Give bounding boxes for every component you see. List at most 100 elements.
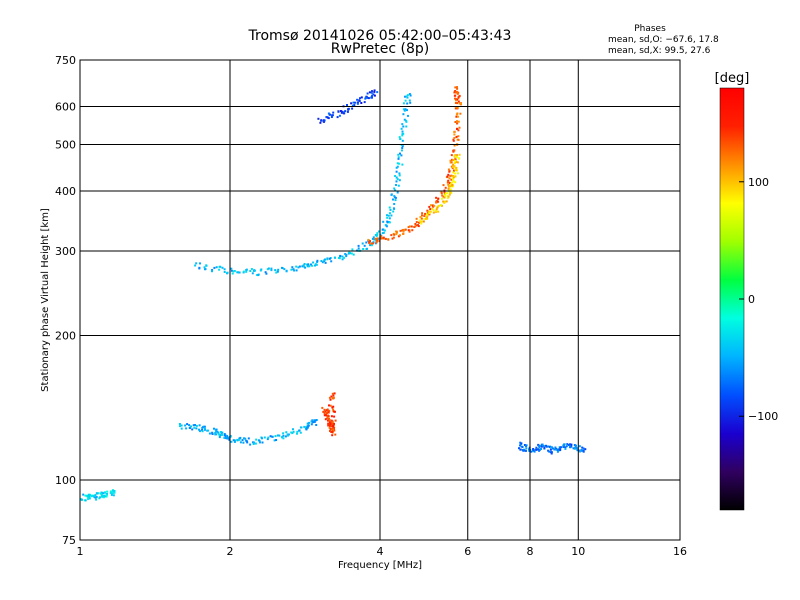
- scatter-point: [563, 443, 565, 446]
- scatter-point: [366, 96, 369, 99]
- x-axis: 1 2 4 6 8 10 16: [77, 545, 688, 558]
- scatter-point: [451, 177, 454, 180]
- scatter-point: [234, 439, 236, 442]
- scatter-point: [450, 174, 453, 177]
- scatter-point: [310, 423, 313, 426]
- scatter-point: [292, 430, 295, 433]
- scatter-point: [328, 404, 330, 407]
- scatter-point: [229, 435, 232, 438]
- scatter-point: [399, 138, 402, 140]
- scatter-point: [199, 262, 201, 265]
- scatter-point: [411, 229, 414, 232]
- scatter-point: [223, 271, 226, 273]
- scatter-point: [452, 176, 455, 179]
- plot-frame: [79, 59, 681, 541]
- scatter-point: [334, 433, 337, 436]
- scatter-point: [454, 121, 457, 123]
- scatter-point: [343, 256, 345, 259]
- scatter-point: [95, 496, 98, 498]
- scatter-point: [402, 102, 405, 105]
- scatter-point: [308, 265, 311, 268]
- scatter-point: [572, 447, 575, 450]
- scatter-point: [437, 197, 440, 200]
- scatter-point: [402, 125, 405, 128]
- scatter-point: [223, 436, 226, 439]
- scatter-point: [180, 427, 183, 430]
- scatter-point: [311, 419, 314, 422]
- scatter-point: [454, 157, 457, 160]
- scatter-point: [550, 452, 553, 455]
- scatter-point: [218, 433, 221, 436]
- y-tick-label: 750: [55, 54, 76, 67]
- scatter-point: [537, 448, 540, 451]
- scatter-point: [406, 94, 409, 97]
- scatter-point: [443, 190, 446, 193]
- scatter-point: [387, 238, 390, 241]
- scatter-point: [298, 265, 301, 268]
- scatter-point: [95, 498, 98, 501]
- scatter-point: [111, 492, 114, 495]
- scatter-point: [454, 90, 457, 92]
- scatter-point: [323, 119, 326, 122]
- scatter-point: [273, 439, 276, 442]
- scatter-point: [394, 175, 397, 177]
- scatter-point: [211, 269, 214, 271]
- scatter-point: [328, 257, 331, 260]
- scatter-point: [250, 268, 253, 270]
- scatter-point: [553, 448, 556, 451]
- scatter-point: [395, 170, 398, 173]
- scatter-point: [396, 165, 399, 168]
- scatter-point: [371, 237, 374, 240]
- scatter-point: [261, 441, 264, 444]
- scatter-point: [419, 216, 422, 219]
- scatter-point: [547, 445, 550, 448]
- scatter-point: [327, 117, 330, 120]
- scatter-point: [350, 102, 353, 105]
- scatter-point: [324, 410, 327, 413]
- scatter-point: [367, 97, 370, 100]
- scatter-point: [373, 90, 376, 93]
- scatter-point: [338, 114, 341, 117]
- scatter-point: [456, 102, 458, 105]
- scatter-point: [453, 155, 456, 158]
- scatter-point: [525, 445, 527, 448]
- scatter-point: [453, 94, 456, 97]
- scatter-point: [112, 494, 115, 497]
- scatter-point: [372, 236, 375, 239]
- scatter-point: [333, 426, 336, 429]
- scatter-point: [337, 110, 340, 113]
- scatter-point: [519, 448, 522, 451]
- scatter-point: [223, 433, 226, 436]
- trace: [418, 153, 461, 225]
- scatter-point: [357, 247, 360, 250]
- scatter-point: [409, 101, 412, 104]
- scatter-point: [437, 210, 440, 213]
- scatter-point: [562, 446, 565, 448]
- scatter-point: [459, 112, 462, 115]
- scatter-point: [198, 267, 201, 270]
- scatter-point: [426, 211, 429, 214]
- scatter-point: [306, 265, 309, 268]
- scatter-point: [226, 271, 229, 274]
- scatter-point: [334, 419, 337, 422]
- scatter-point: [560, 446, 563, 449]
- scatter-point: [393, 207, 396, 210]
- scatter-point: [203, 425, 206, 428]
- scatter-point: [353, 104, 356, 107]
- scatter-point: [101, 495, 104, 498]
- scatter-point: [432, 211, 435, 214]
- scatter-point: [342, 111, 345, 114]
- scatter-point: [373, 94, 376, 97]
- scatter-point: [366, 247, 368, 250]
- scatter-point: [300, 426, 303, 429]
- scatter-point: [443, 189, 446, 192]
- scatter-point: [348, 252, 351, 254]
- scatter-point: [541, 443, 544, 446]
- scatter-point: [287, 433, 290, 436]
- scatter-point: [218, 434, 221, 437]
- scatter-point: [363, 101, 366, 104]
- scatter-point: [457, 100, 460, 103]
- scatter-point: [287, 434, 289, 437]
- scatter-point: [332, 425, 335, 428]
